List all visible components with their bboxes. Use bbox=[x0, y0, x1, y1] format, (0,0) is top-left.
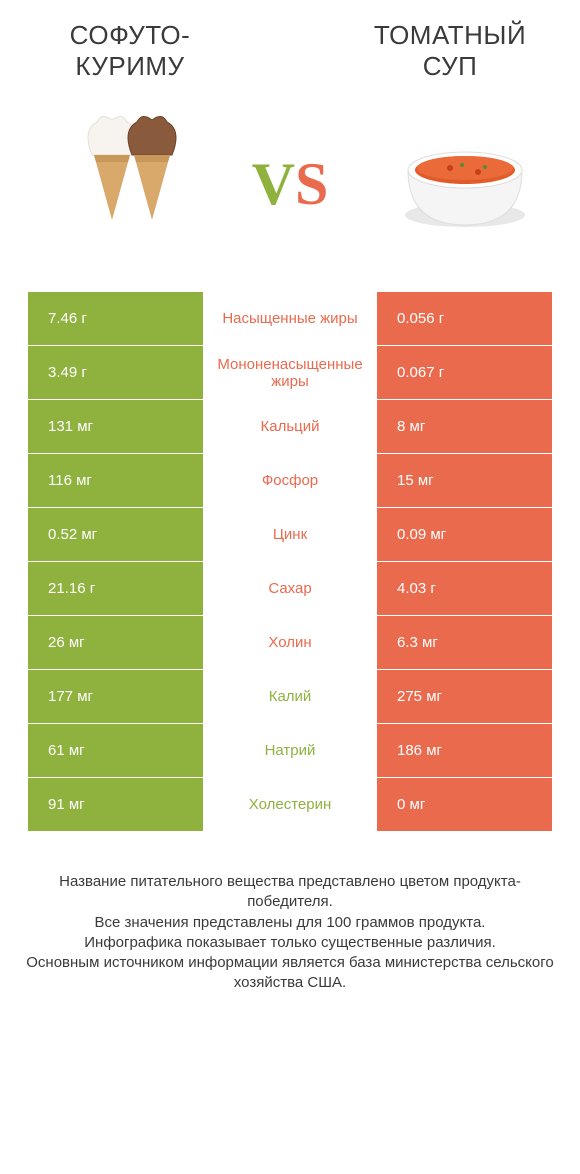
vs-v: V bbox=[252, 151, 295, 217]
table-row: 3.49 гМононенасыщенные жиры0.067 г bbox=[28, 346, 552, 400]
nutrient-label: Холин bbox=[203, 616, 377, 669]
table-row: 61 мгНатрий186 мг bbox=[28, 724, 552, 778]
images-row: VS bbox=[0, 92, 580, 292]
nutrient-label: Сахар bbox=[203, 562, 377, 615]
right-value: 0.09 мг bbox=[377, 508, 552, 561]
nutrient-label: Холестерин bbox=[203, 778, 377, 831]
soup-icon bbox=[390, 110, 540, 260]
left-value: 26 мг bbox=[28, 616, 203, 669]
right-value: 8 мг bbox=[377, 400, 552, 453]
left-value: 116 мг bbox=[28, 454, 203, 507]
nutrient-label: Цинк bbox=[203, 508, 377, 561]
right-value: 186 мг bbox=[377, 724, 552, 777]
nutrient-label: Кальций bbox=[203, 400, 377, 453]
table-row: 116 мгФосфор15 мг bbox=[28, 454, 552, 508]
left-value: 21.16 г bbox=[28, 562, 203, 615]
left-value: 7.46 г bbox=[28, 292, 203, 345]
footer-notes: Название питательного вещества представл… bbox=[0, 832, 580, 994]
icecream-icon bbox=[40, 110, 190, 260]
table-row: 0.52 мгЦинк0.09 мг bbox=[28, 508, 552, 562]
vs-label: VS bbox=[252, 150, 329, 219]
left-product-title: СОФУТО-КУРИМУ bbox=[40, 20, 220, 82]
right-value: 15 мг bbox=[377, 454, 552, 507]
table-row: 91 мгХолестерин0 мг bbox=[28, 778, 552, 832]
header: СОФУТО-КУРИМУ ТОМАТНЫЙ СУП bbox=[0, 0, 580, 92]
footer-line: Все значения представлены для 100 граммо… bbox=[25, 913, 555, 933]
right-value: 0.056 г bbox=[377, 292, 552, 345]
left-value: 91 мг bbox=[28, 778, 203, 831]
left-value: 61 мг bbox=[28, 724, 203, 777]
right-value: 6.3 мг bbox=[377, 616, 552, 669]
right-product-title: ТОМАТНЫЙ СУП bbox=[360, 20, 540, 82]
nutrient-label: Калий bbox=[203, 670, 377, 723]
footer-line: Инфографика показывает только существенн… bbox=[25, 933, 555, 953]
vs-s: S bbox=[295, 151, 328, 217]
left-value: 177 мг bbox=[28, 670, 203, 723]
table-row: 26 мгХолин6.3 мг bbox=[28, 616, 552, 670]
left-value: 0.52 мг bbox=[28, 508, 203, 561]
right-value: 0 мг bbox=[377, 778, 552, 831]
left-value: 131 мг bbox=[28, 400, 203, 453]
table-row: 7.46 гНасыщенные жиры0.056 г bbox=[28, 292, 552, 346]
left-value: 3.49 г bbox=[28, 346, 203, 399]
footer-line: Основным источником информации является … bbox=[25, 953, 555, 994]
footer-line: Название питательного вещества представл… bbox=[25, 872, 555, 913]
right-value: 0.067 г bbox=[377, 346, 552, 399]
nutrient-label: Мононенасыщенные жиры bbox=[203, 346, 377, 399]
table-row: 21.16 гСахар4.03 г bbox=[28, 562, 552, 616]
nutrient-label: Фосфор bbox=[203, 454, 377, 507]
table-row: 177 мгКалий275 мг bbox=[28, 670, 552, 724]
right-value: 4.03 г bbox=[377, 562, 552, 615]
table-row: 131 мгКальций8 мг bbox=[28, 400, 552, 454]
nutrient-label: Насыщенные жиры bbox=[203, 292, 377, 345]
right-value: 275 мг bbox=[377, 670, 552, 723]
nutrient-label: Натрий bbox=[203, 724, 377, 777]
comparison-table: 7.46 гНасыщенные жиры0.056 г3.49 гМононе… bbox=[0, 292, 580, 832]
